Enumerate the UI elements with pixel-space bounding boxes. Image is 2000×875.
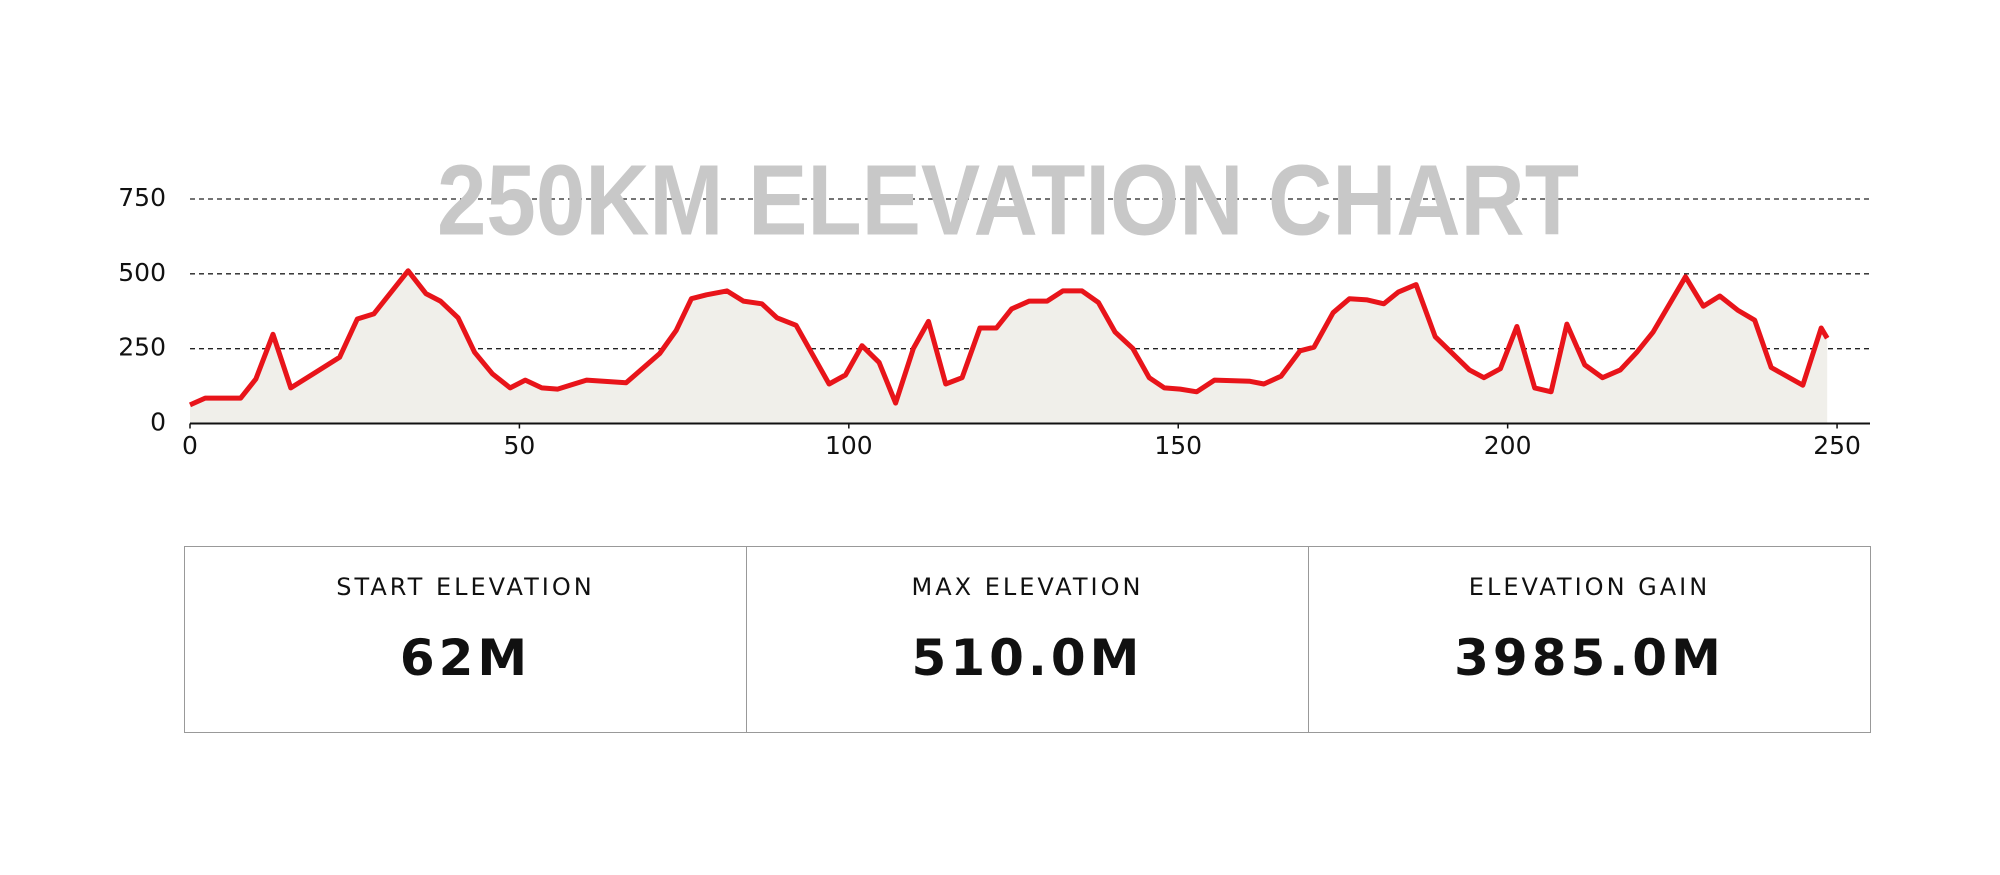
- y-tick-label: 500: [118, 258, 166, 287]
- x-tick-label: 50: [504, 431, 536, 460]
- stats-panel: START ELEVATION 62M MAX ELEVATION 510.0M E…: [184, 546, 1871, 733]
- x-tick-label: 200: [1484, 431, 1532, 460]
- stat-value: 510.0M: [911, 629, 1144, 687]
- x-tick-label: 0: [182, 431, 198, 460]
- stat-value: 3985.0M: [1454, 629, 1725, 687]
- y-tick-label: 750: [118, 183, 166, 212]
- plot-area: 0 250 500 750 0 50 100 150 200 250: [118, 183, 1870, 460]
- chart: 0 250 500 750 0 50 100 150 200 250 250KM ELEVATIO…: [118, 144, 1870, 460]
- stat-box: START ELEVATION 62M: [185, 547, 747, 732]
- elevation-line: [188, 268, 1830, 408]
- x-tick-label: 250: [1813, 431, 1861, 460]
- stat-box: ELEVATION GAIN 3985.0M: [1309, 547, 1870, 732]
- elevation-area: [190, 270, 1828, 424]
- y-tick-label: 250: [118, 333, 166, 362]
- stat-label: START ELEVATION: [336, 573, 595, 601]
- stat-value: 62M: [399, 629, 532, 687]
- stat-label: ELEVATION GAIN: [1468, 573, 1711, 601]
- y-tick-label: 0: [150, 408, 166, 437]
- x-tick-label: 150: [1154, 431, 1202, 460]
- stat-box: MAX ELEVATION 510.0M: [747, 547, 1309, 732]
- stat-label: MAX ELEVATION: [911, 573, 1144, 601]
- chart-title: 250KM ELEVATION CHART: [437, 144, 1579, 256]
- x-tick-label: 100: [825, 431, 873, 460]
